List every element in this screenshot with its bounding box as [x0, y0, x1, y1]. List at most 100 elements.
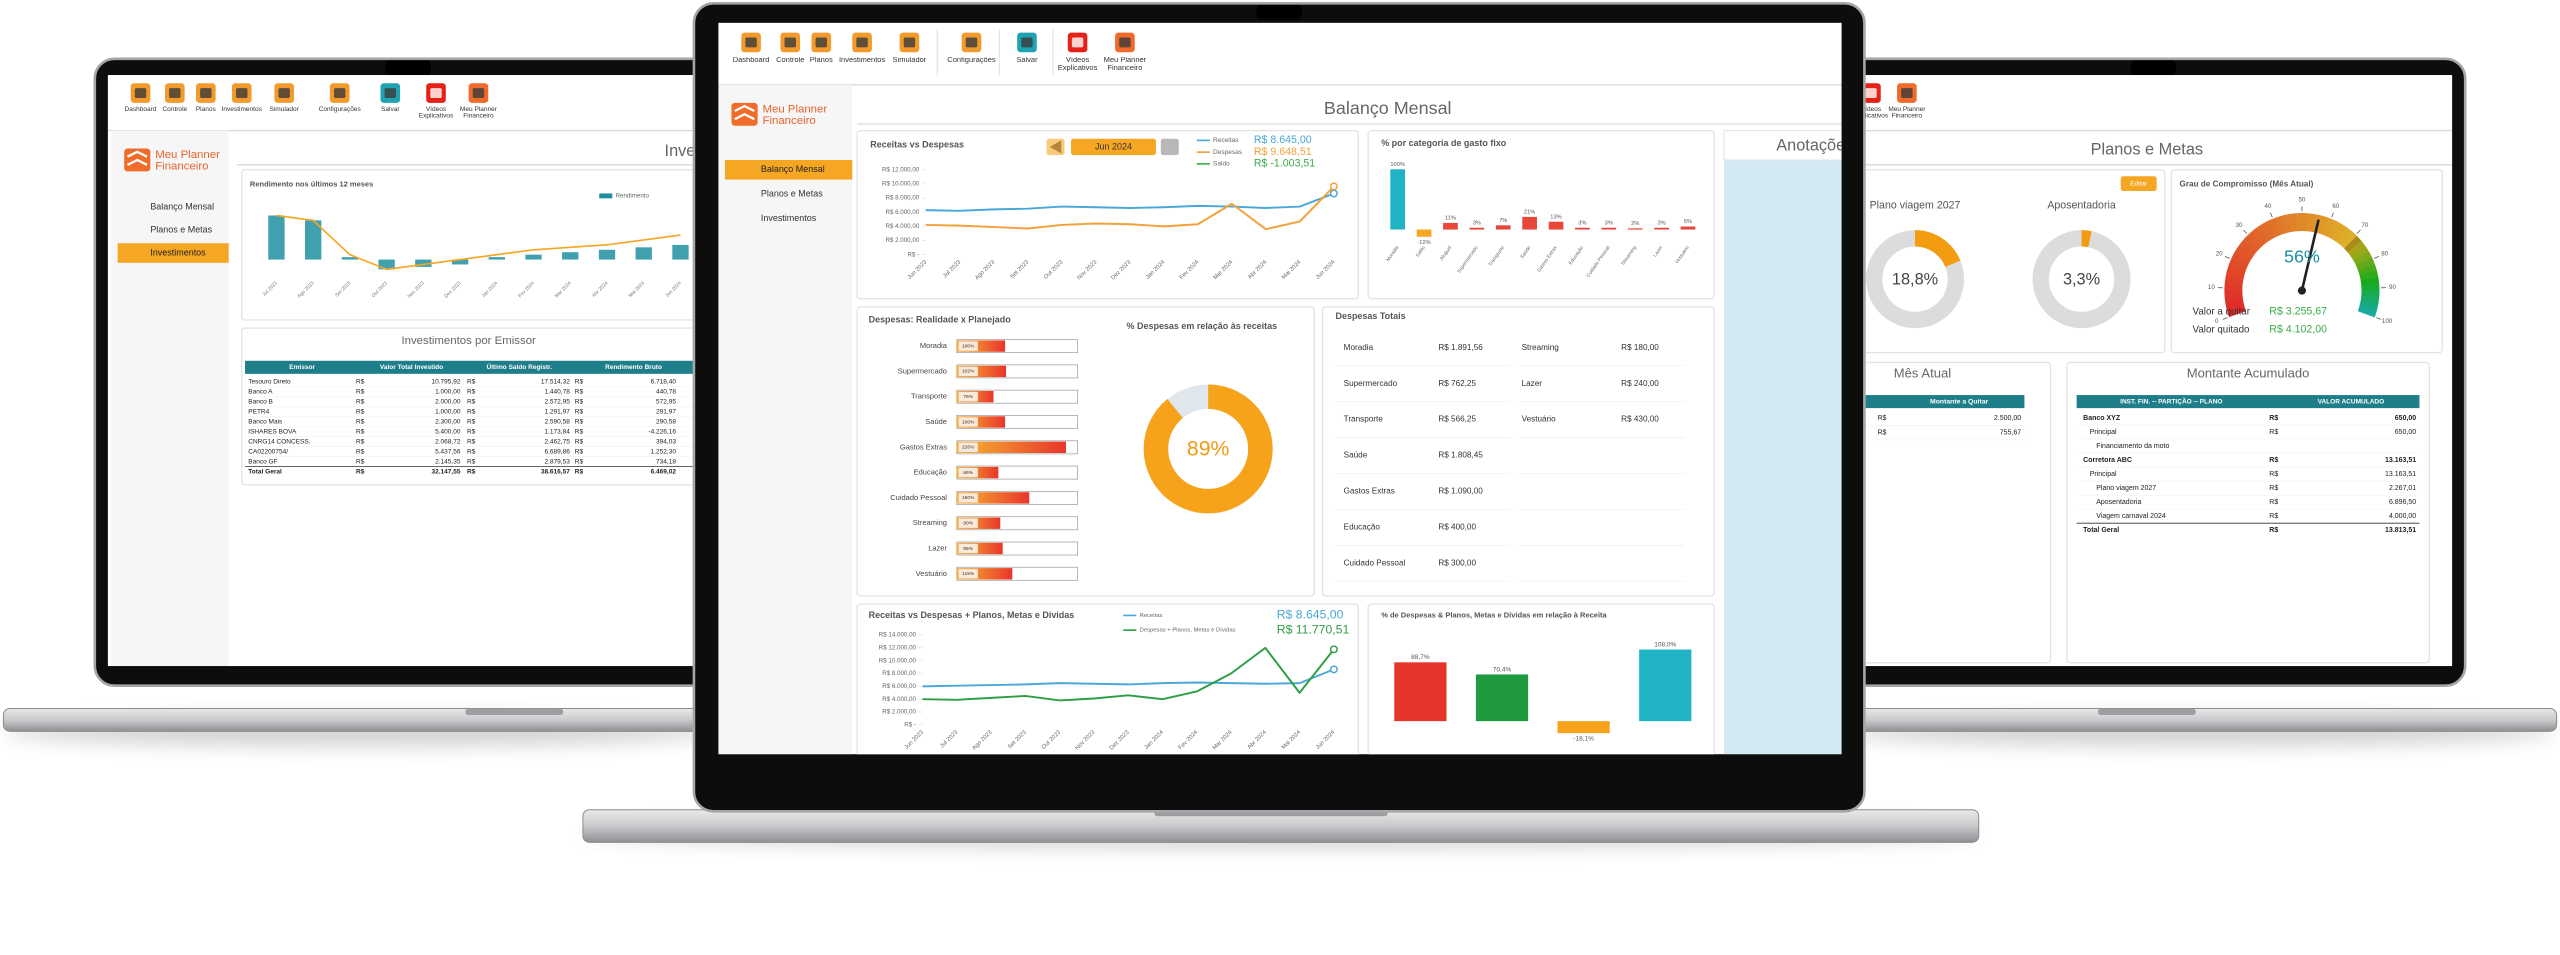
period-next-box[interactable]	[1160, 138, 1179, 156]
gauge-band	[2234, 245, 2254, 261]
toolbar-label[interactable]: Salvar	[1016, 57, 1038, 64]
table-header	[1861, 395, 2025, 409]
table-cell: R$	[2269, 513, 2278, 520]
toolbar-label-box: Investimentos	[838, 57, 886, 64]
toolbar-label-box: Dashboard	[732, 57, 770, 64]
y-tick-label: R$ 8.000,00	[882, 670, 916, 677]
button-label[interactable]: Editar	[2130, 180, 2148, 187]
gauge-tick-label: 50	[2298, 197, 2305, 204]
table-cell: Tesouro Direto	[248, 379, 291, 386]
toolbar-label[interactable]: Simulador	[892, 57, 927, 64]
bar	[598, 249, 616, 260]
tick-mark	[2270, 212, 2273, 218]
y-tick-label: Streaming	[913, 518, 947, 527]
toolbar-label[interactable]: Simulador	[269, 106, 299, 113]
label-box	[958, 568, 979, 579]
data-label: 2%	[1631, 221, 1639, 227]
panel	[856, 129, 1360, 300]
table-cell: 2.572,95	[544, 399, 570, 406]
gauge-band	[2238, 240, 2257, 257]
toolbar-label-box: Controle	[162, 106, 188, 113]
menu-item[interactable]: Planos e Metas	[150, 225, 212, 235]
gauge-band	[2327, 220, 2341, 240]
toolbar-label-box: Dashboard	[124, 106, 157, 113]
table-cell: R$	[356, 419, 365, 426]
toolbar-label[interactable]: Meu Planner Financeiro	[459, 106, 497, 120]
legend-label: Receitas	[1140, 613, 1163, 619]
gauge-band	[2340, 231, 2358, 249]
gauge-band	[2359, 270, 2379, 281]
table-cell: 10.795,92	[431, 379, 460, 386]
menu-item[interactable]: Balanço Mensal	[150, 202, 214, 212]
toolbar-label[interactable]: Controle	[162, 106, 188, 113]
table-cell: 2.500,00	[1994, 415, 2021, 422]
icon-glyph	[169, 88, 181, 98]
menu-item[interactable]: Planos e Metas	[761, 189, 823, 199]
expense-name: Educação	[1344, 522, 1381, 531]
toolbar-label[interactable]: Investimentos	[838, 57, 886, 64]
icon-glyph	[1119, 37, 1131, 48]
toolbar-label[interactable]: Meu Planner Financeiro	[1103, 57, 1147, 72]
laptop-center: Dashboard Controle Planos Investimentos Simu…	[582, 1, 1980, 848]
donut-value: 18,8%	[1892, 270, 1938, 288]
data-label: 21%	[1524, 210, 1535, 216]
gauge-value: 56%	[2284, 247, 2320, 267]
table-cell: R$	[575, 409, 584, 416]
gauge-tick-label: 100	[2382, 318, 2393, 325]
toolbar-label[interactable]: Vídeos Explicativos	[1057, 57, 1098, 72]
bar	[1469, 227, 1485, 230]
table-cell: Total Geral	[2083, 527, 2119, 534]
tick-mark	[2222, 317, 2228, 320]
toolbar-label[interactable]: Planos	[195, 106, 216, 113]
bar	[1443, 222, 1458, 230]
sidebar	[718, 84, 853, 755]
menu-item[interactable]: Investimentos	[150, 247, 206, 257]
table-cell: ISHARES BOVA	[248, 429, 297, 436]
table-cell: 13.163,51	[2385, 471, 2416, 478]
bar	[451, 259, 469, 265]
data-label: 3%	[1473, 220, 1481, 226]
bar	[488, 257, 505, 260]
table-cell: R$	[467, 399, 476, 406]
gauge-band	[2307, 213, 2316, 232]
toolbar-label[interactable]: Investimentos	[221, 106, 262, 113]
menu-item[interactable]: Balanço Mensal	[761, 164, 825, 174]
panel	[241, 327, 712, 486]
chart-title: % por categoria de gasto fixo	[1381, 138, 1507, 148]
table-cell: 650,00	[2395, 415, 2417, 422]
period-box[interactable]	[1071, 138, 1156, 156]
bar	[1639, 649, 1692, 722]
gauge-band	[2247, 230, 2264, 249]
table-cell: R$	[575, 379, 584, 386]
toolbar-label[interactable]: Dashboard	[124, 106, 157, 113]
label-box	[958, 416, 979, 428]
toolbar-label[interactable]: Configurações	[947, 57, 996, 64]
y-tick-label: Lazer	[928, 543, 947, 552]
toolbar-label[interactable]: Vídeos Explicativos	[1853, 106, 1889, 120]
series-line	[922, 646, 1335, 702]
gauge-tick-label: 40	[2265, 203, 2272, 210]
y-tick-label: R$ 6.000,00	[886, 209, 920, 216]
edit-button[interactable]	[2120, 176, 2157, 191]
table-cell: R$	[2269, 471, 2278, 478]
end-marker	[1329, 645, 1338, 654]
toolbar-label[interactable]: Meu Planner Financeiro	[1888, 106, 1926, 120]
bar	[341, 257, 359, 260]
table-cell: Viagem carnaval 2024	[2096, 513, 2166, 520]
table-cell: 650,00	[2395, 429, 2417, 436]
y-tick-label: R$ 12.000,00	[882, 166, 920, 173]
toolbar-label[interactable]: Planos	[809, 57, 833, 64]
series-line	[276, 214, 681, 271]
menu-item[interactable]: Investimentos	[761, 213, 817, 223]
table-cell: R$	[467, 468, 476, 475]
toolbar-label[interactable]: Configurações	[318, 106, 361, 113]
toolbar-label[interactable]: Controle	[776, 57, 805, 64]
legend-total: R$ 11.770,51	[1277, 622, 1350, 636]
toolbar-label[interactable]: Vídeos Explicativos	[418, 106, 454, 120]
table-cell: 2.590,58	[544, 419, 570, 426]
series-line	[925, 185, 1335, 231]
toolbar-label[interactable]: Dashboard	[732, 57, 770, 64]
table-cell: Aposentadoria	[2096, 499, 2141, 506]
toolbar-label[interactable]: Salvar	[381, 106, 400, 113]
